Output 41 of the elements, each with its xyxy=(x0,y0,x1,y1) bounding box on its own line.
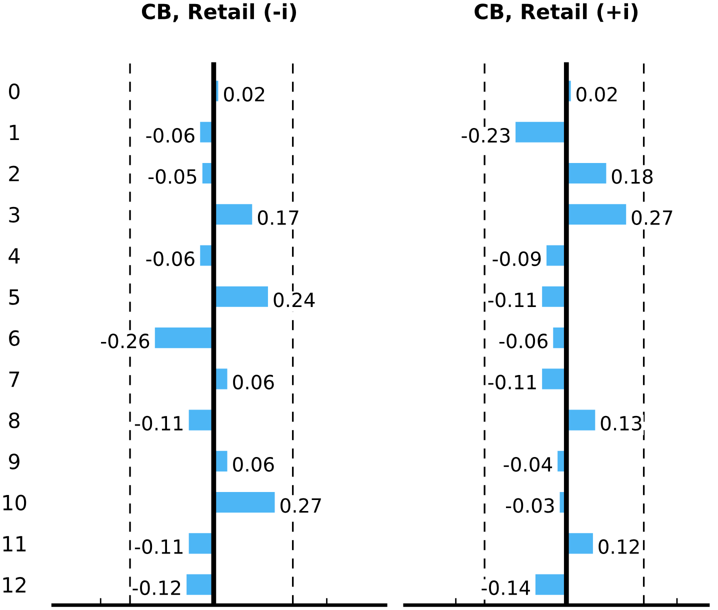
y-tick-label: 0 xyxy=(8,83,20,100)
data-label: -0.12 xyxy=(132,580,180,596)
data-label: 0.02 xyxy=(576,86,617,102)
data-label: 0.13 xyxy=(600,416,642,431)
data-label: 0.06 xyxy=(233,457,274,472)
y-tick-label: 6 xyxy=(9,330,20,346)
y-tick-label: 8 xyxy=(9,412,20,428)
y-tick-label: 2 xyxy=(9,166,19,182)
data-label: -0.06 xyxy=(146,128,194,143)
data-label: -0.04 xyxy=(504,457,552,472)
data-label: 0.12 xyxy=(598,539,639,554)
y-tick-label: 1 xyxy=(10,124,19,140)
data-label: 0.17 xyxy=(258,210,298,225)
data-label: -0.09 xyxy=(492,251,541,266)
y-tick-label: 7 xyxy=(9,372,20,387)
chart-title: CB, Retail (+i) xyxy=(474,3,638,22)
y-tick-label: 4 xyxy=(8,248,20,264)
data-label: 0.27 xyxy=(280,498,321,513)
data-label: -0.26 xyxy=(101,334,150,348)
data-label: 0.02 xyxy=(224,86,264,102)
y-tick-label: 11 xyxy=(3,536,26,552)
y-tick-label: 3 xyxy=(9,206,20,223)
y-tick-label: 12 xyxy=(3,577,26,592)
data-label: 0.06 xyxy=(233,374,274,390)
chart-title: CB, Retail (-i) xyxy=(142,3,296,22)
data-label: -0.11 xyxy=(134,416,182,431)
data-label: -0.23 xyxy=(462,128,510,143)
data-label: -0.06 xyxy=(499,334,548,348)
y-tick-label: 9 xyxy=(8,454,20,470)
data-label: -0.06 xyxy=(146,251,194,266)
data-label: 0.27 xyxy=(632,210,672,225)
data-label: -0.11 xyxy=(488,292,536,308)
data-label: 0.18 xyxy=(612,169,653,184)
data-label: -0.03 xyxy=(506,498,554,513)
data-label: -0.14 xyxy=(482,580,530,596)
data-label: -0.05 xyxy=(148,169,196,184)
data-label: -0.11 xyxy=(134,539,182,554)
y-tick-label: 5 xyxy=(9,289,20,305)
data-label: 0.24 xyxy=(274,292,315,308)
data-label: -0.11 xyxy=(488,374,536,390)
y-tick-label: 10 xyxy=(3,494,26,511)
